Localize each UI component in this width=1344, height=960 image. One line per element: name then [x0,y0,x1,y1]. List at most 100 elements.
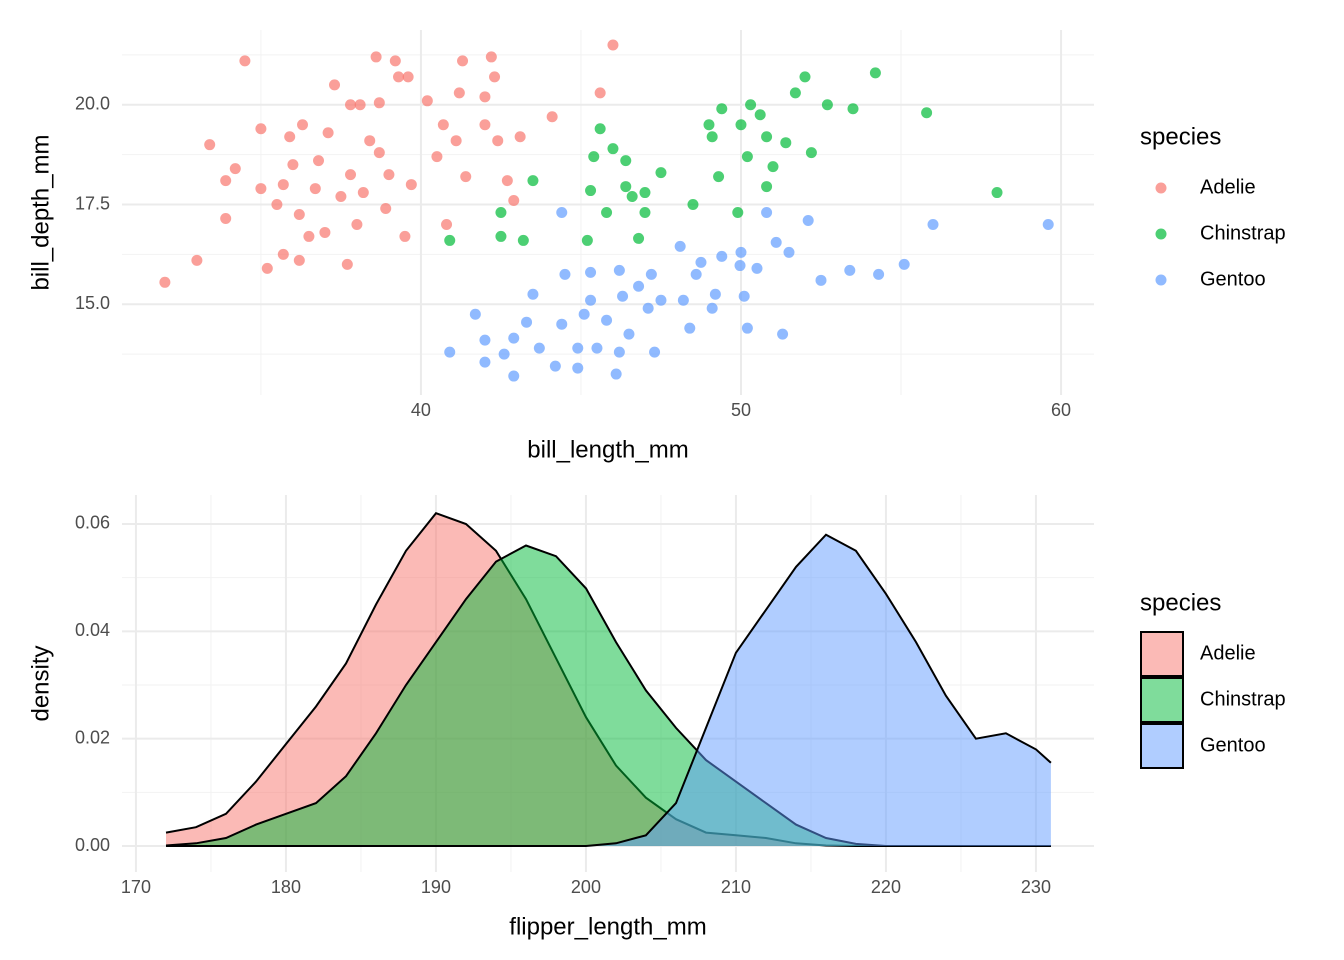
point [815,274,827,286]
x-tick-label: 60 [1051,400,1071,420]
point [309,183,321,195]
point [517,234,529,246]
point [527,288,539,300]
point [495,230,507,242]
x-tick-label: 200 [571,877,601,897]
point [373,147,385,159]
point [421,95,433,107]
density-line [166,533,1052,847]
point [751,262,763,274]
legend-key [1155,182,1167,194]
point [479,119,491,131]
legend-title: species [1140,123,1221,150]
point [761,131,773,143]
y-tick-label: 15.0 [75,293,110,313]
point [585,185,597,197]
legend-label: Adelie [1200,642,1256,664]
point [303,230,315,242]
point [674,240,686,252]
y-tick-label: 20.0 [75,94,110,114]
point [716,250,728,262]
point [780,137,792,149]
point [626,191,638,203]
point [572,342,584,354]
y-tick-label: 0.06 [75,513,110,533]
point [527,175,539,187]
legend-label: Adelie [1200,176,1256,198]
x-tick-label: 180 [271,877,301,897]
y-axis-title: bill_depth_mm [27,134,54,290]
point [783,246,795,258]
point [703,119,715,131]
point [380,203,392,215]
point [802,214,814,226]
point [204,139,216,151]
point [761,181,773,193]
point [735,246,747,258]
point [255,183,267,195]
point [805,147,817,159]
y-tick-label: 17.5 [75,193,110,213]
point [521,316,533,328]
point [572,362,584,374]
point [460,171,472,183]
point [220,175,232,187]
x-tick-label: 40 [411,400,431,420]
point [319,226,331,238]
point [370,51,382,63]
point [277,248,289,260]
point [655,167,667,179]
point [159,276,171,288]
point [437,119,449,131]
point [277,179,289,191]
point [732,207,744,218]
point [271,199,283,211]
point [549,360,561,372]
point [492,135,504,147]
legend-title: species [1140,589,1221,616]
point [687,199,699,211]
point [457,55,469,67]
legend-label: Gentoo [1200,734,1266,756]
point [514,131,526,143]
x-tick-label: 170 [121,877,151,897]
y-tick-label: 0.02 [75,727,110,747]
point [620,155,632,167]
point [767,161,779,173]
point [284,131,296,143]
point [556,207,568,218]
point [489,71,501,83]
point [485,51,497,63]
point [441,218,453,230]
x-tick-label: 50 [731,400,751,420]
point [754,109,766,121]
point [399,230,411,242]
point [335,191,347,203]
point [373,97,385,109]
point [610,368,622,380]
panel: 170 180 190 200 210 220 230 0.00 0.02 0.04 0.06 fli… [27,495,1286,940]
point [495,207,507,218]
y-axis-title: density [27,645,54,721]
point [469,308,481,320]
point [351,218,363,230]
density-area [166,545,1051,847]
point [613,346,625,358]
point [927,218,939,230]
x-tick-label: 210 [721,877,751,897]
point [191,254,203,266]
legend-label: Chinstrap [1200,222,1286,244]
point [844,264,856,276]
x-axis-title: bill_length_mm [527,436,688,463]
point [479,91,491,103]
point [706,302,718,314]
point [501,175,513,187]
point [405,179,417,191]
point [639,207,651,218]
legend-label: Gentoo [1200,268,1266,290]
point [690,268,702,280]
point [607,143,619,155]
point [649,346,661,358]
point [594,123,606,135]
